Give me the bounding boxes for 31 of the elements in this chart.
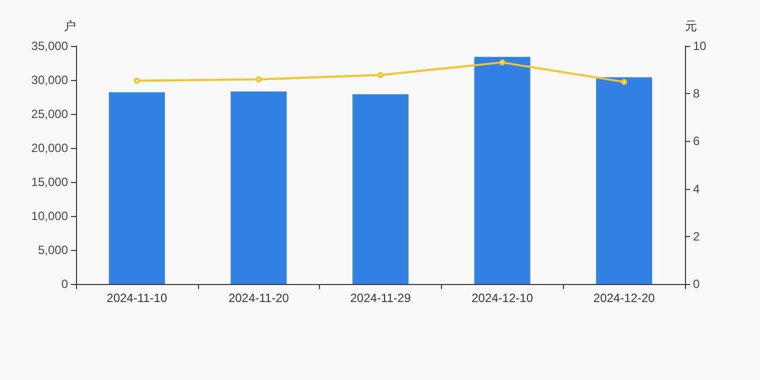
bar (230, 92, 287, 284)
point (134, 78, 140, 84)
y-tick-label: 35,000 (31, 39, 68, 53)
point (378, 72, 384, 78)
x-tick-label: 2024-11-20 (228, 291, 290, 305)
y-tick-label: 20,000 (31, 141, 68, 155)
x-tick-label: 2024-12-10 (472, 291, 534, 305)
y2-tick-label: 8 (693, 86, 700, 101)
y-tick-label: 0 (61, 277, 68, 291)
point (499, 59, 506, 66)
x-tick-label: 2024-11-29 (350, 291, 412, 305)
point (621, 78, 628, 85)
bar (352, 94, 409, 284)
point (256, 76, 262, 82)
y2-axis-title: 元 (685, 19, 697, 33)
x-tick-label: 2024-12-20 (593, 291, 656, 305)
bar (474, 56, 530, 284)
bar (108, 92, 165, 284)
x-tick-label: 2024-11-10 (106, 291, 168, 305)
y2-tick-label: 0 (693, 277, 700, 291)
y-tick-label: 15,000 (31, 175, 68, 189)
y2-tick-label: 6 (693, 134, 700, 148)
y2-tick-label: 10 (693, 39, 707, 53)
y-tick-label: 5,000 (38, 243, 68, 257)
bar (596, 77, 652, 284)
y-tick-label: 30,000 (31, 73, 68, 87)
y-axis-title: 户 (64, 19, 76, 33)
y-tick-label: 25,000 (31, 107, 68, 121)
y2-tick-label: 2 (693, 229, 700, 244)
y-tick-label: 10,000 (31, 209, 68, 223)
y2-tick-label: 4 (693, 182, 700, 196)
